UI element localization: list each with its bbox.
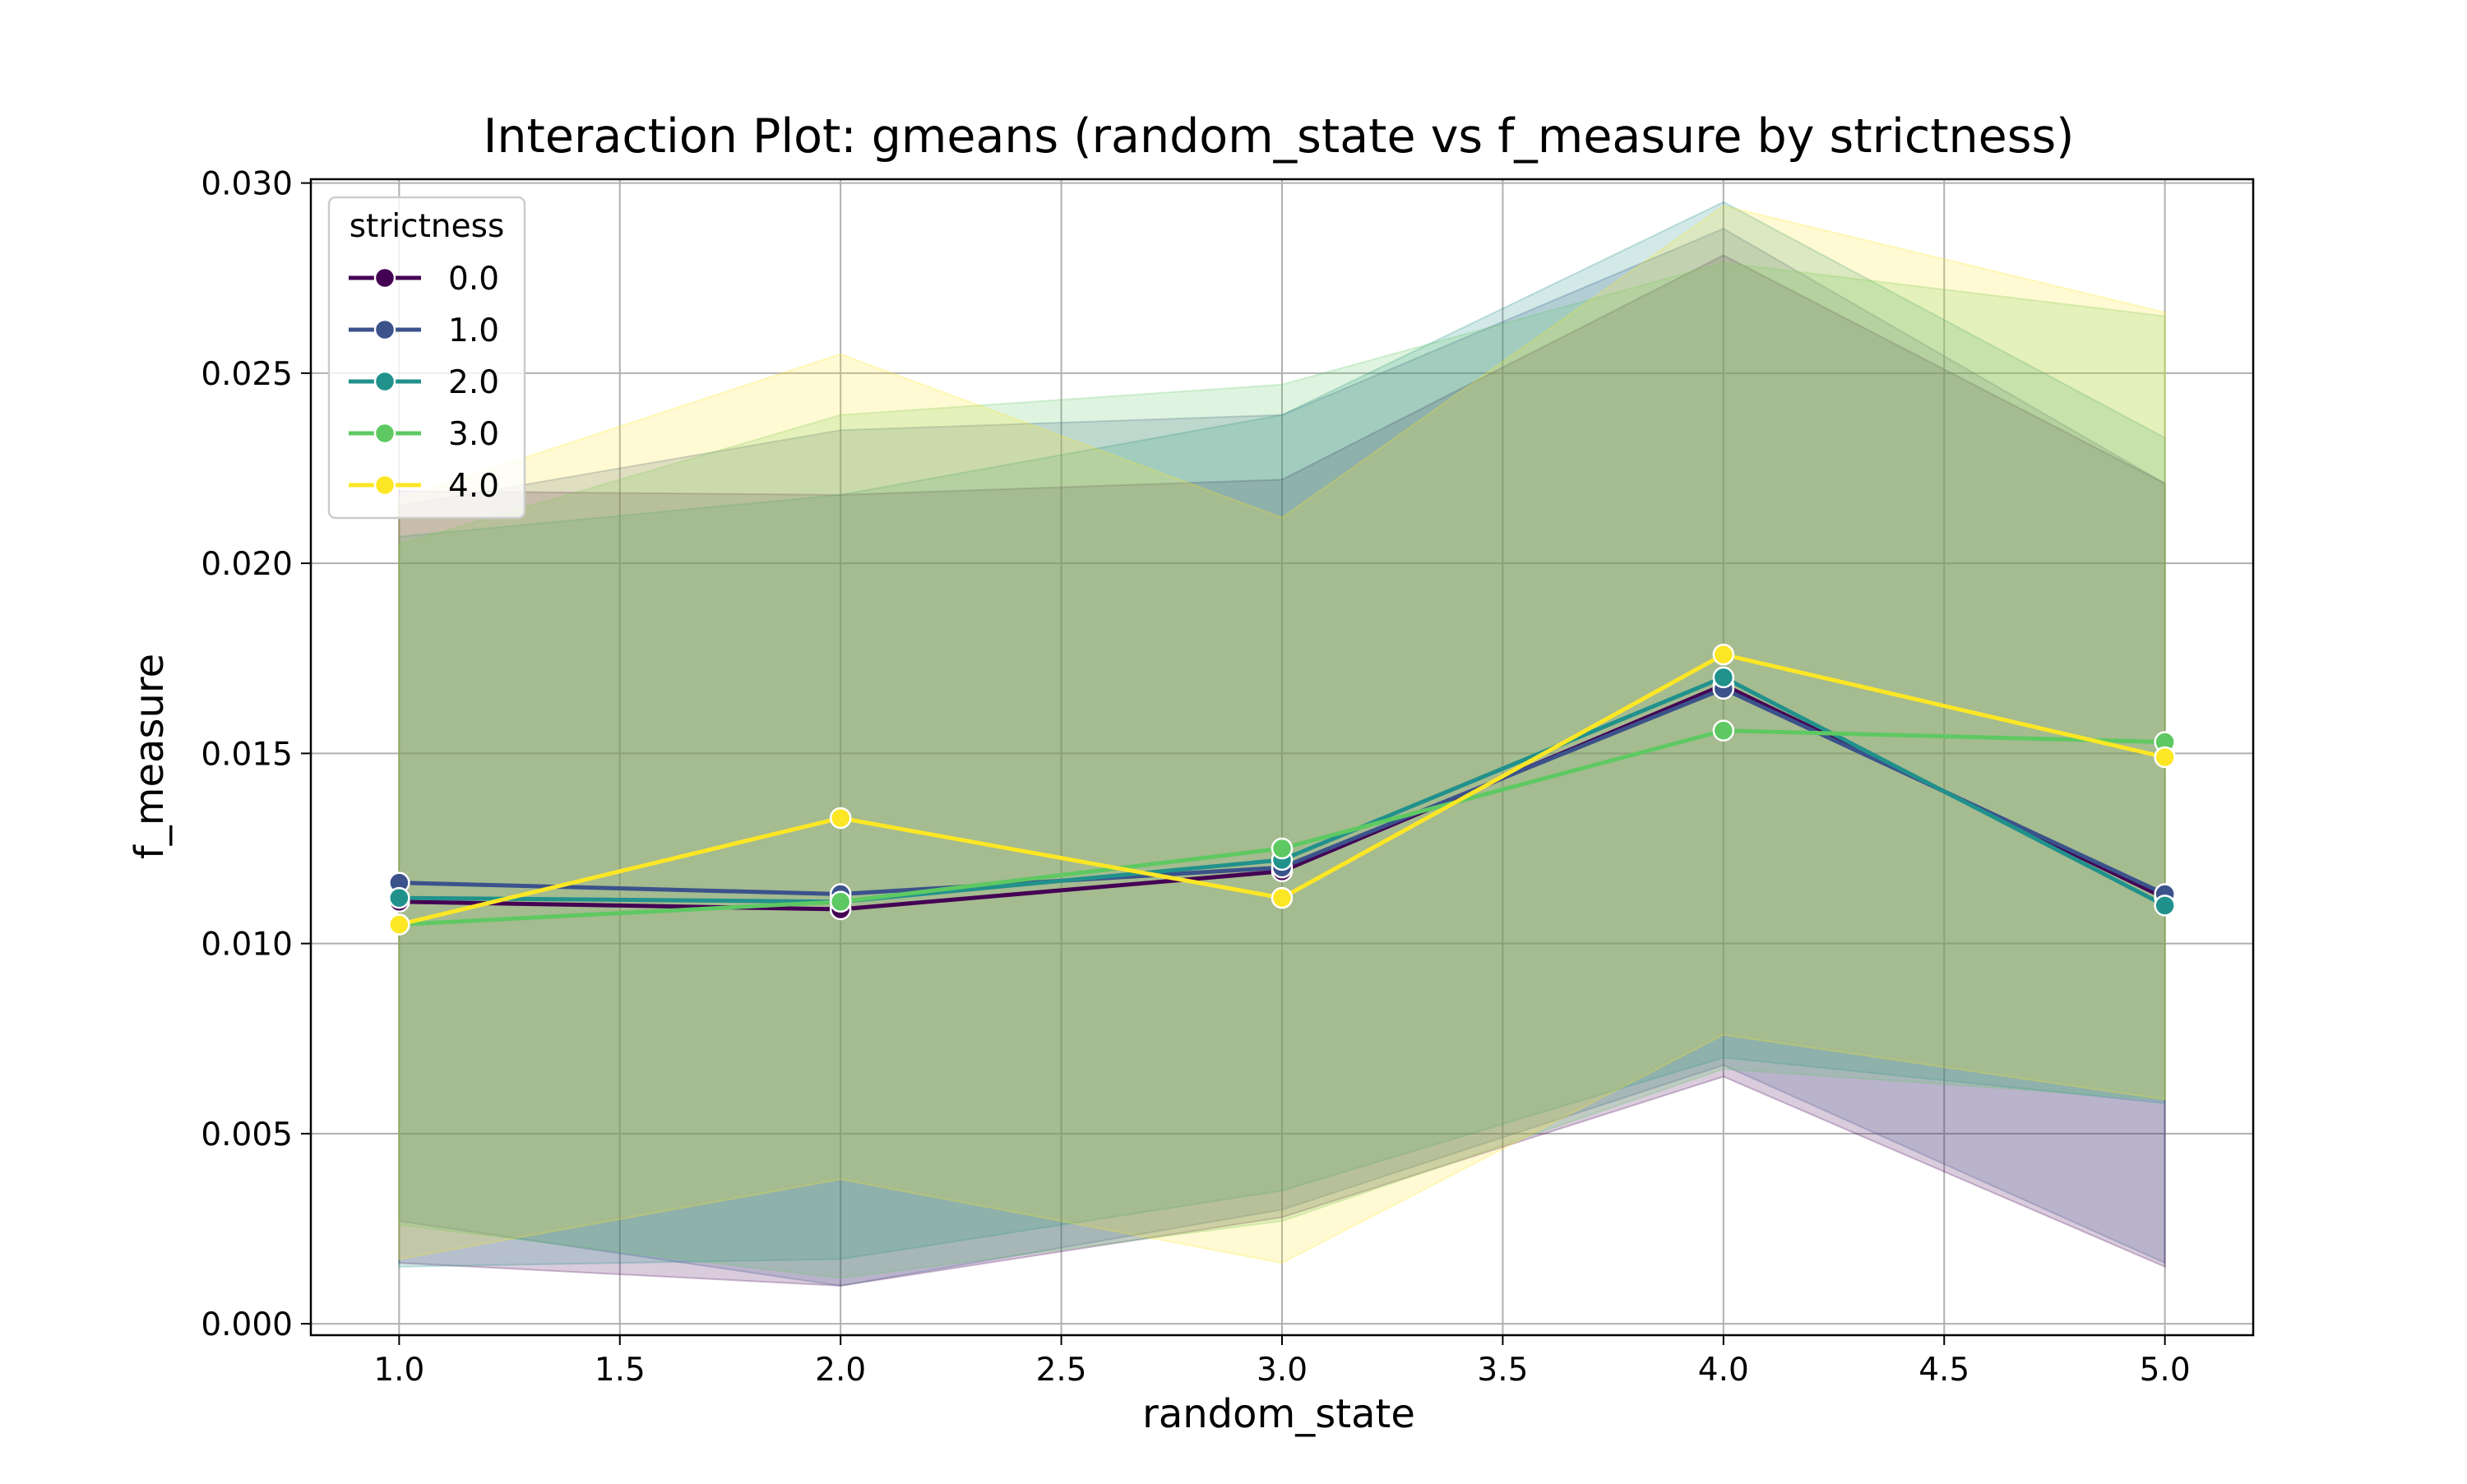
y-tick-label: 0.000 bbox=[201, 1306, 293, 1343]
x-tick-label: 2.5 bbox=[1036, 1352, 1087, 1389]
data-point bbox=[1712, 719, 1735, 742]
confidence-band-4.0 bbox=[398, 205, 2166, 1264]
x-tick-label: 1.5 bbox=[595, 1352, 646, 1389]
x-tick-label: 1.0 bbox=[373, 1352, 424, 1389]
series-markers bbox=[388, 643, 2176, 936]
data-point bbox=[388, 913, 410, 936]
x-tick-label: 5.0 bbox=[2140, 1352, 2191, 1389]
data-point bbox=[388, 886, 410, 909]
data-point bbox=[1712, 643, 1735, 666]
y-axis-ticks: 0.000 0.005 0.010 0.015 0.020 0.025 0.030 bbox=[201, 166, 311, 1343]
legend-label: 1.0 bbox=[448, 312, 499, 349]
grid bbox=[311, 179, 2253, 1335]
legend-label: 0.0 bbox=[448, 261, 499, 298]
chart-title: Interaction Plot: gmeans (random_state v… bbox=[484, 109, 2075, 164]
legend-item[interactable]: 4.0 bbox=[349, 468, 499, 505]
y-tick-label: 0.025 bbox=[201, 356, 293, 393]
data-point bbox=[1271, 837, 1294, 860]
x-tick-label: 3.5 bbox=[1477, 1352, 1528, 1389]
y-axis-label: f_measure bbox=[127, 654, 173, 859]
legend-item[interactable]: 1.0 bbox=[349, 312, 499, 349]
data-point bbox=[2154, 746, 2176, 769]
legend-marker bbox=[373, 474, 396, 497]
x-tick-label: 4.5 bbox=[1919, 1352, 1969, 1389]
confidence-band-3.0 bbox=[398, 261, 2166, 1279]
legend-label: 4.0 bbox=[448, 468, 499, 505]
legend-label: 2.0 bbox=[448, 364, 499, 401]
legend-items: 0.0 1.0 2.0 3.0 4.0 bbox=[349, 261, 499, 505]
y-tick-label: 0.020 bbox=[201, 546, 293, 583]
x-tick-label: 2.0 bbox=[815, 1352, 866, 1389]
y-tick-label: 0.010 bbox=[201, 927, 293, 964]
x-axis-ticks: 1.0 1.5 2.0 2.5 3.0 3.5 4.0 4.5 5.0 bbox=[373, 1335, 2191, 1389]
data-point bbox=[1271, 886, 1294, 909]
y-tick-label: 0.030 bbox=[201, 166, 293, 203]
y-tick-label: 0.005 bbox=[201, 1116, 293, 1153]
confidence-band-1.0 bbox=[398, 228, 2166, 1287]
x-tick-label: 3.0 bbox=[1257, 1352, 1308, 1389]
y-tick-label: 0.015 bbox=[201, 736, 293, 773]
x-axis-label: random_state bbox=[1142, 1391, 1415, 1437]
data-point bbox=[1712, 666, 1735, 689]
legend-title: strictness bbox=[349, 208, 505, 245]
legend-item[interactable]: 0.0 bbox=[349, 261, 499, 298]
legend-item[interactable]: 3.0 bbox=[349, 416, 499, 453]
legend-marker bbox=[373, 266, 396, 289]
x-tick-label: 4.0 bbox=[1698, 1352, 1749, 1389]
legend-label: 3.0 bbox=[448, 416, 499, 453]
legend[interactable]: strictness 0.0 1.0 2.0 3.0 4.0 bbox=[327, 196, 526, 520]
data-point bbox=[2154, 895, 2176, 917]
confidence-band-2.0 bbox=[398, 201, 2166, 1268]
legend-item[interactable]: 2.0 bbox=[349, 364, 499, 401]
data-point bbox=[829, 890, 852, 913]
confidence-bands bbox=[398, 201, 2166, 1287]
legend-marker bbox=[373, 318, 396, 341]
confidence-band-0.0 bbox=[398, 254, 2166, 1287]
data-point bbox=[829, 807, 852, 830]
legend-marker bbox=[373, 422, 396, 445]
legend-marker bbox=[373, 370, 396, 393]
